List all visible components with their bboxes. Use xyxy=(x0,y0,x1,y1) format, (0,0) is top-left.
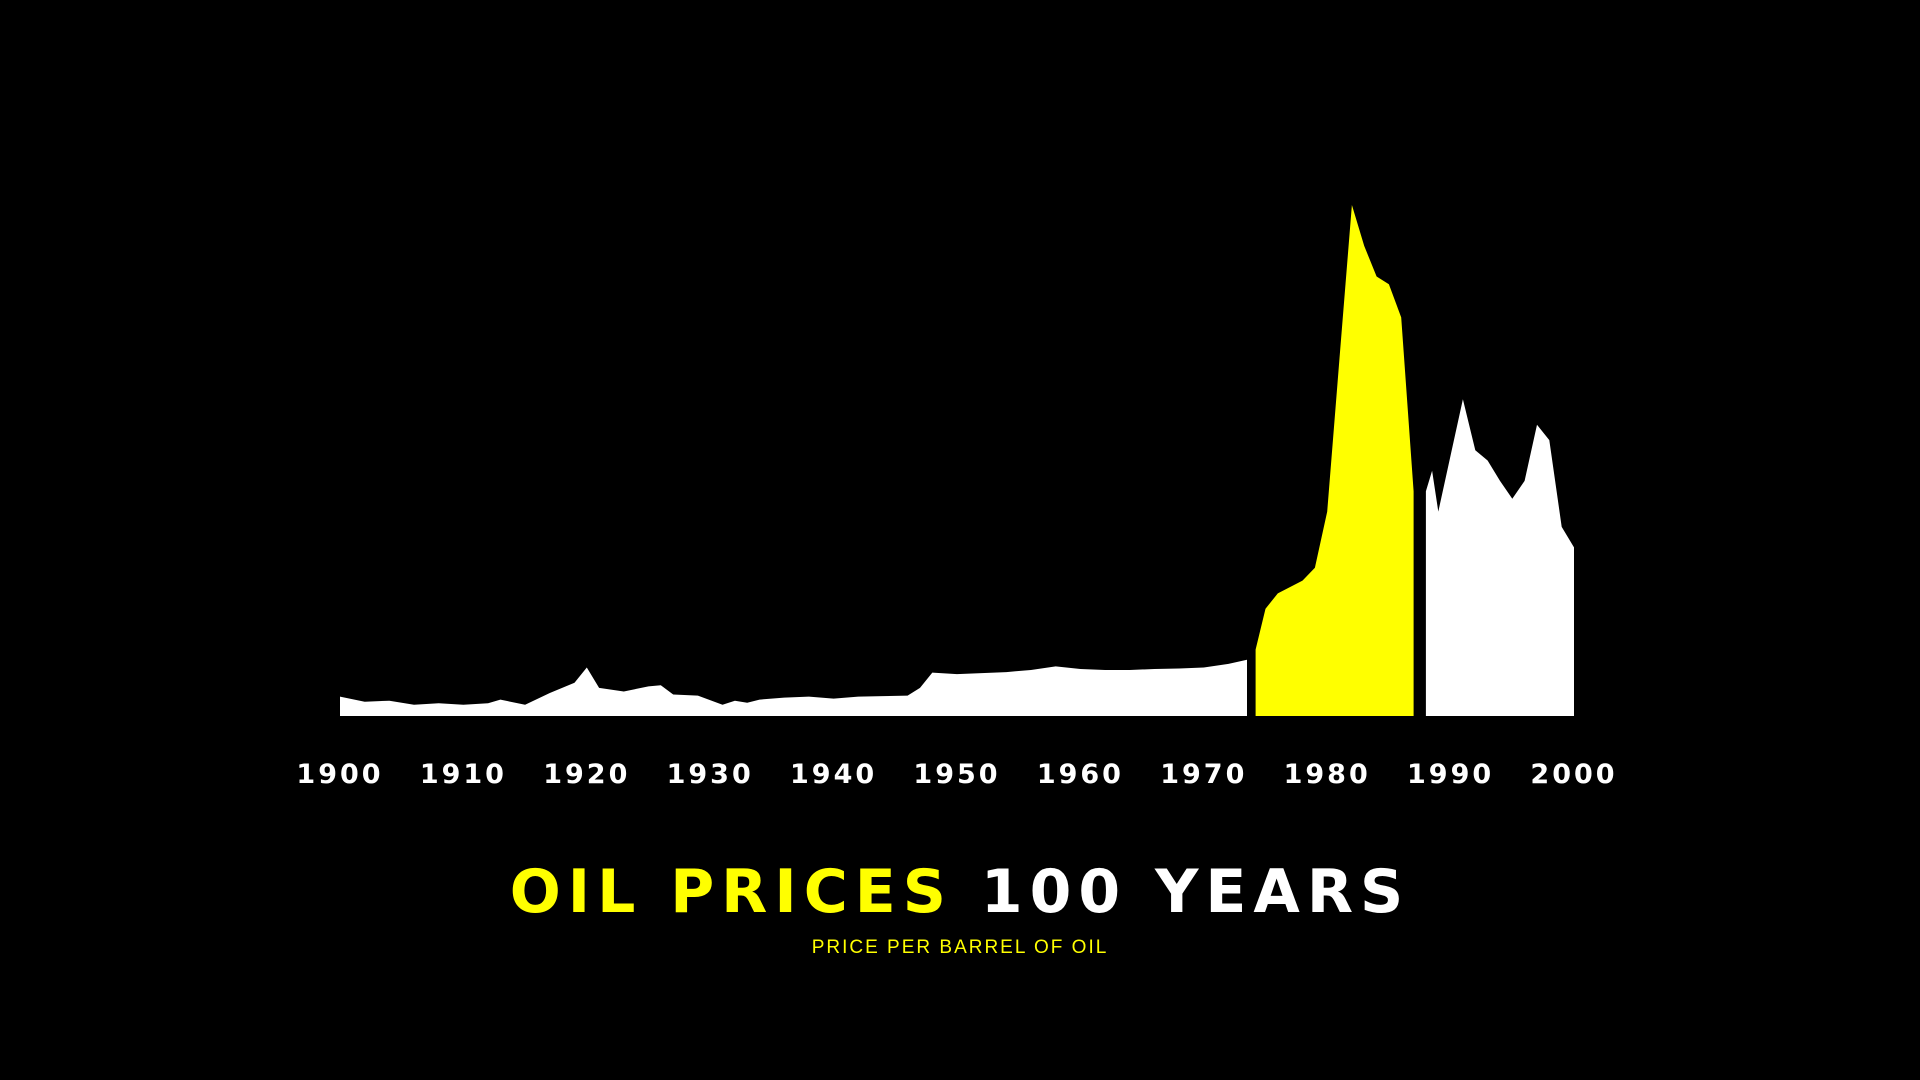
x-tick-label: 1950 xyxy=(913,759,1000,790)
area-segment-2 xyxy=(1255,205,1414,716)
x-tick-label: 1940 xyxy=(790,759,877,790)
x-tick-label: 1990 xyxy=(1407,759,1494,790)
x-tick-label: 1900 xyxy=(296,759,383,790)
chart-areas xyxy=(340,205,1574,716)
x-tick-label: 1910 xyxy=(420,759,507,790)
area-segment-1 xyxy=(340,659,1247,716)
x-tick-label: 1980 xyxy=(1284,759,1371,790)
x-tick-label: 2000 xyxy=(1530,759,1617,790)
x-tick-label: 1970 xyxy=(1160,759,1247,790)
title-rest: 100 YEARS xyxy=(980,857,1411,927)
area-segment-3 xyxy=(1425,399,1574,716)
chart-title: OIL PRICES 100 YEARS xyxy=(0,852,1920,932)
x-tick-label: 1930 xyxy=(667,759,754,790)
x-axis-ticks: 1900 1910 1920 1930 1940 1950 1960 1970 1980 1990… xyxy=(296,759,1617,790)
title-highlight: OIL PRICES xyxy=(509,857,953,927)
x-tick-label: 1920 xyxy=(543,759,630,790)
chart-subtitle: PRICE PER BARREL OF OIL xyxy=(811,937,1109,958)
x-tick-label: 1960 xyxy=(1037,759,1124,790)
title-space xyxy=(953,857,981,927)
